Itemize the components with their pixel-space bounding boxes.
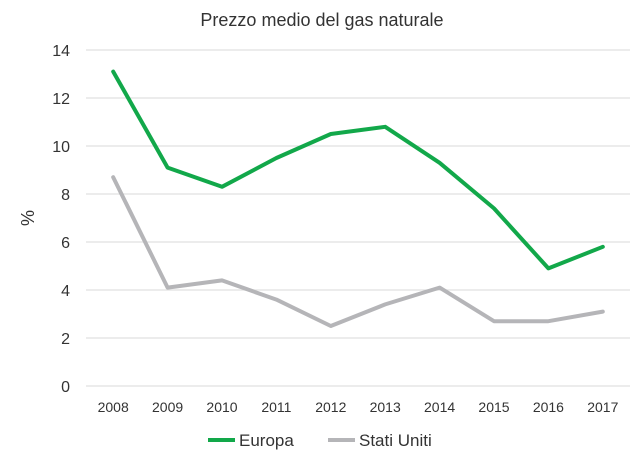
x-tick-label: 2011 — [261, 399, 291, 415]
legend-label: Europa — [239, 431, 294, 450]
x-tick-label: 2008 — [98, 399, 129, 415]
y-tick-label: 8 — [61, 187, 70, 204]
y-tick-label: 4 — [61, 283, 70, 300]
x-tick-label: 2014 — [424, 399, 455, 415]
x-tick-label: 2013 — [370, 399, 401, 415]
y-tick-label: 12 — [52, 91, 70, 108]
x-tick-label: 2017 — [587, 399, 618, 415]
legend-label: Stati Uniti — [359, 431, 432, 450]
x-tick-label: 2010 — [206, 399, 237, 415]
y-tick-label: 10 — [52, 139, 70, 156]
x-tick-label: 2009 — [152, 399, 183, 415]
y-tick-label: 14 — [52, 43, 70, 60]
y-tick-label: 0 — [61, 379, 70, 396]
y-axis-label: % — [18, 210, 38, 226]
y-tick-label: 6 — [61, 235, 70, 252]
y-tick-label: 2 — [61, 331, 70, 348]
chart-title: Prezzo medio del gas naturale — [200, 10, 443, 30]
x-tick-label: 2016 — [533, 399, 564, 415]
series-line-europa — [111, 69, 605, 271]
x-tick-label: 2015 — [478, 399, 509, 415]
series-line-stati-uniti — [111, 175, 605, 328]
x-tick-label: 2012 — [315, 399, 346, 415]
